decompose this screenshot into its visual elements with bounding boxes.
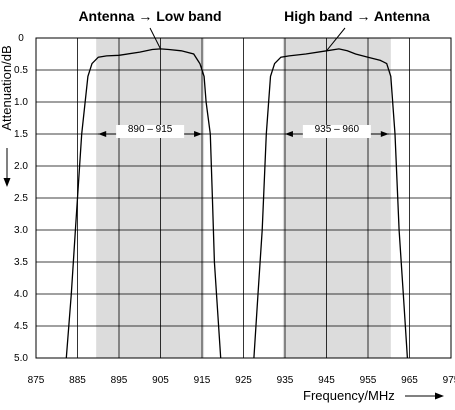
x-tick-label: 935 xyxy=(277,375,294,386)
chart-title-low-band: Antenna → Low band xyxy=(78,8,221,24)
title-leader-line-0 xyxy=(149,27,161,50)
band-label-0: 890 – 915 xyxy=(128,124,173,135)
x-tick-label: 965 xyxy=(401,375,418,386)
y-tick-label: 0 xyxy=(18,33,24,44)
y-tick-label: 2.5 xyxy=(14,193,28,204)
chart-title-high-band: High band → Antenna xyxy=(284,8,430,24)
band-arrowhead-right-1 xyxy=(380,131,389,137)
y-tick-label: 4.5 xyxy=(14,321,28,332)
x-tick-label: 885 xyxy=(69,375,86,386)
x-axis-arrowhead xyxy=(435,392,444,400)
attenuation-curve-0 xyxy=(65,48,222,359)
x-tick-label: 955 xyxy=(360,375,377,386)
title-leader-line-1 xyxy=(326,27,346,52)
attenuation-curve-1 xyxy=(253,48,409,359)
x-tick-label: 915 xyxy=(194,375,211,386)
y-axis-arrowhead xyxy=(3,178,11,187)
plot-frame xyxy=(35,37,452,359)
y-tick-label: 1.5 xyxy=(14,129,28,140)
x-tick-label: 875 xyxy=(28,375,45,386)
y-tick-label: 2.0 xyxy=(14,161,28,172)
band-label-bg-0 xyxy=(116,125,185,138)
band-label-1: 935 – 960 xyxy=(315,124,360,135)
band-arrowhead-right-0 xyxy=(194,131,203,137)
y-tick-label: 1.0 xyxy=(14,97,28,108)
y-tick-label: 3.5 xyxy=(14,257,28,268)
band-arrowhead-left-1 xyxy=(284,131,293,137)
x-tick-label: 905 xyxy=(152,375,169,386)
band-arrowhead-left-0 xyxy=(98,131,107,137)
y-tick-label: 0.5 xyxy=(14,65,28,76)
y-tick-label: 3.0 xyxy=(14,225,28,236)
x-tick-label: 975 xyxy=(443,375,455,386)
y-tick-label: 5.0 xyxy=(14,353,28,364)
y-tick-label: 4.0 xyxy=(14,289,28,300)
y-axis-title: Attenuation/dB xyxy=(0,45,14,130)
x-tick-label: 925 xyxy=(235,375,252,386)
x-tick-label: 895 xyxy=(111,375,128,386)
x-tick-label: 945 xyxy=(318,375,335,386)
band-label-bg-1 xyxy=(302,125,371,138)
x-axis-title: Frequency/MHz xyxy=(303,388,395,403)
